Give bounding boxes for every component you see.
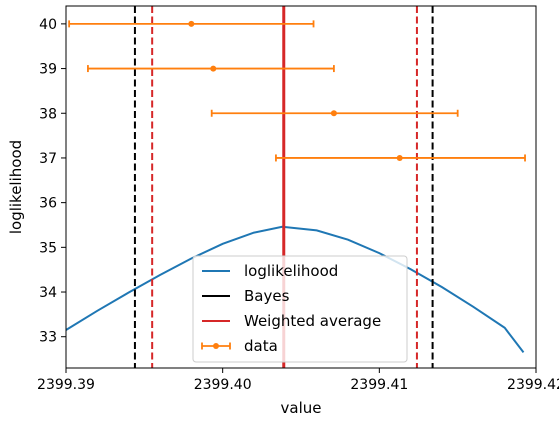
legend-label: Weighted average <box>244 312 381 330</box>
x-tick-label: 2399.40 <box>194 377 252 393</box>
y-axis: 33 34 35 36 37 38 39 40 <box>39 17 66 346</box>
y-tick-label: 35 <box>39 240 57 256</box>
legend-label: loglikelihood <box>244 262 338 280</box>
y-tick-label: 38 <box>39 106 57 122</box>
data-point-3 <box>330 110 337 117</box>
y-axis-label: loglikelihood <box>7 140 25 234</box>
x-tick-label: 2399.42 <box>507 377 559 393</box>
loglikelihood-curve <box>65 225 525 354</box>
y-tick-label: 39 <box>39 62 57 78</box>
legend-label: data <box>244 337 278 355</box>
x-tick-label: 2399.41 <box>350 377 408 393</box>
y-tick-label: 36 <box>39 196 57 212</box>
legend: loglikelihood Bayes Weighted average data <box>192 255 408 363</box>
legend-swatch-marker <box>213 343 219 349</box>
legend-label: Bayes <box>244 287 290 305</box>
legend-entries: loglikelihood Bayes Weighted average data <box>201 262 381 355</box>
y-tick-label: 40 <box>39 17 57 33</box>
y-tick-label: 33 <box>39 330 57 346</box>
data-point-2 <box>210 65 217 72</box>
y-tick-label: 34 <box>39 285 57 301</box>
x-axis: 2399.39 2399.40 2399.41 2399.42 <box>37 368 559 393</box>
plot-frame <box>65 5 537 369</box>
curve-layer <box>65 225 525 354</box>
data-point-4 <box>396 154 403 161</box>
errorbar-layer <box>68 20 526 162</box>
data-point-1 <box>188 20 195 27</box>
x-tick-label: 2399.39 <box>37 377 95 393</box>
x-axis-label: value <box>281 399 322 417</box>
y-tick-label: 37 <box>39 151 57 167</box>
legend-box <box>192 255 408 363</box>
